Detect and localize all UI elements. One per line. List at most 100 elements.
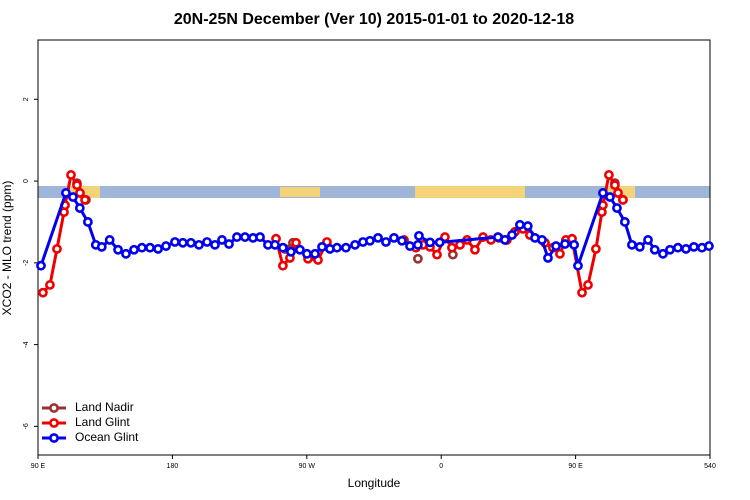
data-point xyxy=(507,230,517,240)
data-point xyxy=(522,221,533,231)
data-point xyxy=(583,280,593,290)
data-point xyxy=(82,217,93,227)
data-point xyxy=(74,203,85,213)
data-point xyxy=(413,253,423,264)
data-point xyxy=(569,239,580,250)
legend-marker xyxy=(49,403,59,413)
data-point xyxy=(688,241,699,252)
data-point xyxy=(649,244,660,255)
legend-label: Ocean Glint xyxy=(75,430,139,444)
data-point xyxy=(113,244,123,255)
legend-marker xyxy=(49,418,59,428)
series xyxy=(36,188,714,272)
data-point xyxy=(704,241,714,251)
data-point xyxy=(643,235,653,245)
data-point xyxy=(121,248,131,259)
data-point xyxy=(577,287,587,298)
data-point xyxy=(658,248,668,259)
legend-label: Land Nadir xyxy=(75,400,134,414)
data-point xyxy=(365,235,375,246)
data-point xyxy=(543,253,553,263)
data-point xyxy=(681,244,691,254)
y-tick-label: -6 xyxy=(23,423,30,429)
y-tick-label: 0 xyxy=(23,179,30,183)
data-point xyxy=(447,242,457,253)
data-point xyxy=(45,280,55,290)
data-point xyxy=(194,239,204,250)
data-point xyxy=(80,194,90,205)
legend-marker xyxy=(49,433,59,443)
data-point xyxy=(341,242,351,253)
data-point xyxy=(129,244,139,255)
data-point xyxy=(350,239,360,250)
data-point xyxy=(202,237,212,247)
data-point xyxy=(75,188,85,198)
data-point xyxy=(604,170,614,180)
data-point xyxy=(295,244,305,255)
x-axis-label: Longitude xyxy=(348,476,401,490)
data-point xyxy=(609,180,620,191)
data-point xyxy=(286,246,296,257)
x-tick-label: 90 W xyxy=(299,463,316,470)
data-point xyxy=(598,188,608,198)
data-point xyxy=(240,232,250,242)
chart-title: 20N-25N December (Ver 10) 2015-01-01 to … xyxy=(174,11,574,28)
data-point xyxy=(432,249,442,260)
data-point xyxy=(255,232,265,242)
data-point xyxy=(381,237,391,247)
y-tick-label: -2 xyxy=(23,260,30,266)
data-point xyxy=(145,242,155,253)
data-point xyxy=(66,170,76,180)
data-point xyxy=(270,239,280,250)
data-point xyxy=(186,237,196,248)
data-point xyxy=(613,188,623,198)
data-point xyxy=(389,232,399,243)
data-point xyxy=(634,241,645,252)
data-point xyxy=(618,194,628,205)
data-point xyxy=(470,244,480,255)
data-point xyxy=(291,237,301,248)
data-point xyxy=(317,241,327,252)
data-point xyxy=(514,219,525,230)
data-point xyxy=(278,260,288,271)
data-point xyxy=(555,248,565,259)
data-point xyxy=(455,239,465,250)
data-point xyxy=(551,241,561,251)
data-point xyxy=(310,248,320,259)
y-tick-label: -4 xyxy=(23,341,30,347)
data-point xyxy=(591,244,601,254)
data-point xyxy=(373,232,383,243)
data-point xyxy=(612,203,622,213)
data-point xyxy=(137,242,147,253)
data-point xyxy=(96,241,107,252)
data-point xyxy=(36,260,46,271)
data-point xyxy=(332,242,342,253)
data-point xyxy=(217,235,227,245)
data-point xyxy=(405,241,415,251)
data-point xyxy=(210,239,220,250)
data-point xyxy=(278,242,288,253)
data-point xyxy=(414,230,424,241)
x-tick-label: 90 E xyxy=(31,463,46,470)
series-line xyxy=(39,190,710,272)
data-point xyxy=(61,188,71,198)
data-point xyxy=(413,239,423,250)
data-point xyxy=(605,192,615,202)
data-point xyxy=(573,260,583,271)
data-point xyxy=(397,235,407,246)
data-point xyxy=(104,235,115,245)
x-tick-label: 0 xyxy=(439,463,443,470)
y-axis-label: XCO2 - MLO trend (ppm) xyxy=(0,181,14,316)
data-point xyxy=(537,235,547,245)
data-point xyxy=(177,237,188,248)
data-point xyxy=(619,217,630,227)
data-point xyxy=(68,192,78,202)
data-point xyxy=(626,239,637,250)
x-tick-label: 180 xyxy=(167,463,179,470)
data-point xyxy=(500,235,510,245)
data-point xyxy=(672,242,683,253)
x-tick-label: 90 E xyxy=(568,463,583,470)
data-point xyxy=(170,237,180,247)
